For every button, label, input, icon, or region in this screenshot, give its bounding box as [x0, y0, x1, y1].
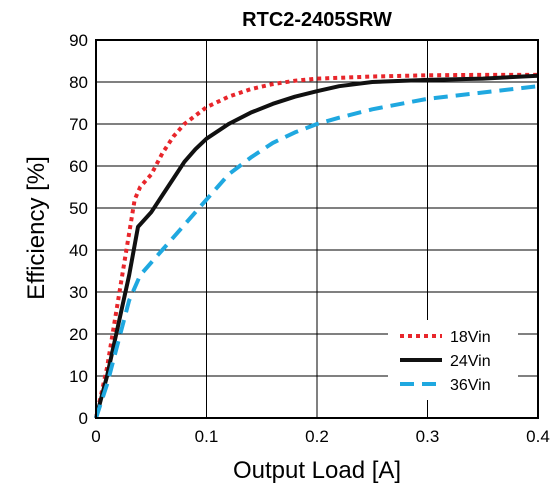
series-line-36vin [94, 84, 539, 419]
y-tick-label: 30 [69, 283, 88, 302]
y-tick-label: 40 [69, 241, 88, 260]
y-axis-label: Efficiency [%] [23, 156, 50, 300]
x-tick-label: 0.4 [526, 427, 550, 446]
plot-frame [95, 39, 539, 419]
series-lines [94, 72, 539, 419]
tick-labels: 0 10 20 30 40 50 60 70 80 90 0 0.1 0.2 0.3 0.4 [69, 31, 550, 446]
y-tick-label: 70 [69, 115, 88, 134]
x-axis-label: Output Load [A] [233, 457, 401, 484]
series-line-24vin [94, 73, 539, 419]
x-tick-label: 0 [91, 427, 100, 446]
y-tick-label: 20 [69, 325, 88, 344]
y-tick-label: 0 [79, 409, 88, 428]
legend-label: 24Vin [450, 353, 491, 370]
y-tick-label: 90 [69, 31, 88, 50]
y-tick-label: 50 [69, 199, 88, 218]
legend: 18Vin 24Vin 36Vin [388, 320, 518, 400]
y-tick-label: 60 [69, 157, 88, 176]
x-tick-label: 0.1 [195, 427, 219, 446]
x-tick-label: 0.2 [305, 427, 329, 446]
legend-label: 18Vin [450, 329, 491, 346]
y-tick-label: 80 [69, 73, 88, 92]
x-tick-label: 0.3 [416, 427, 440, 446]
y-tick-label: 10 [69, 367, 88, 386]
chart-title: RTC2-2405SRW [242, 9, 392, 31]
legend-label: 36Vin [450, 377, 491, 394]
